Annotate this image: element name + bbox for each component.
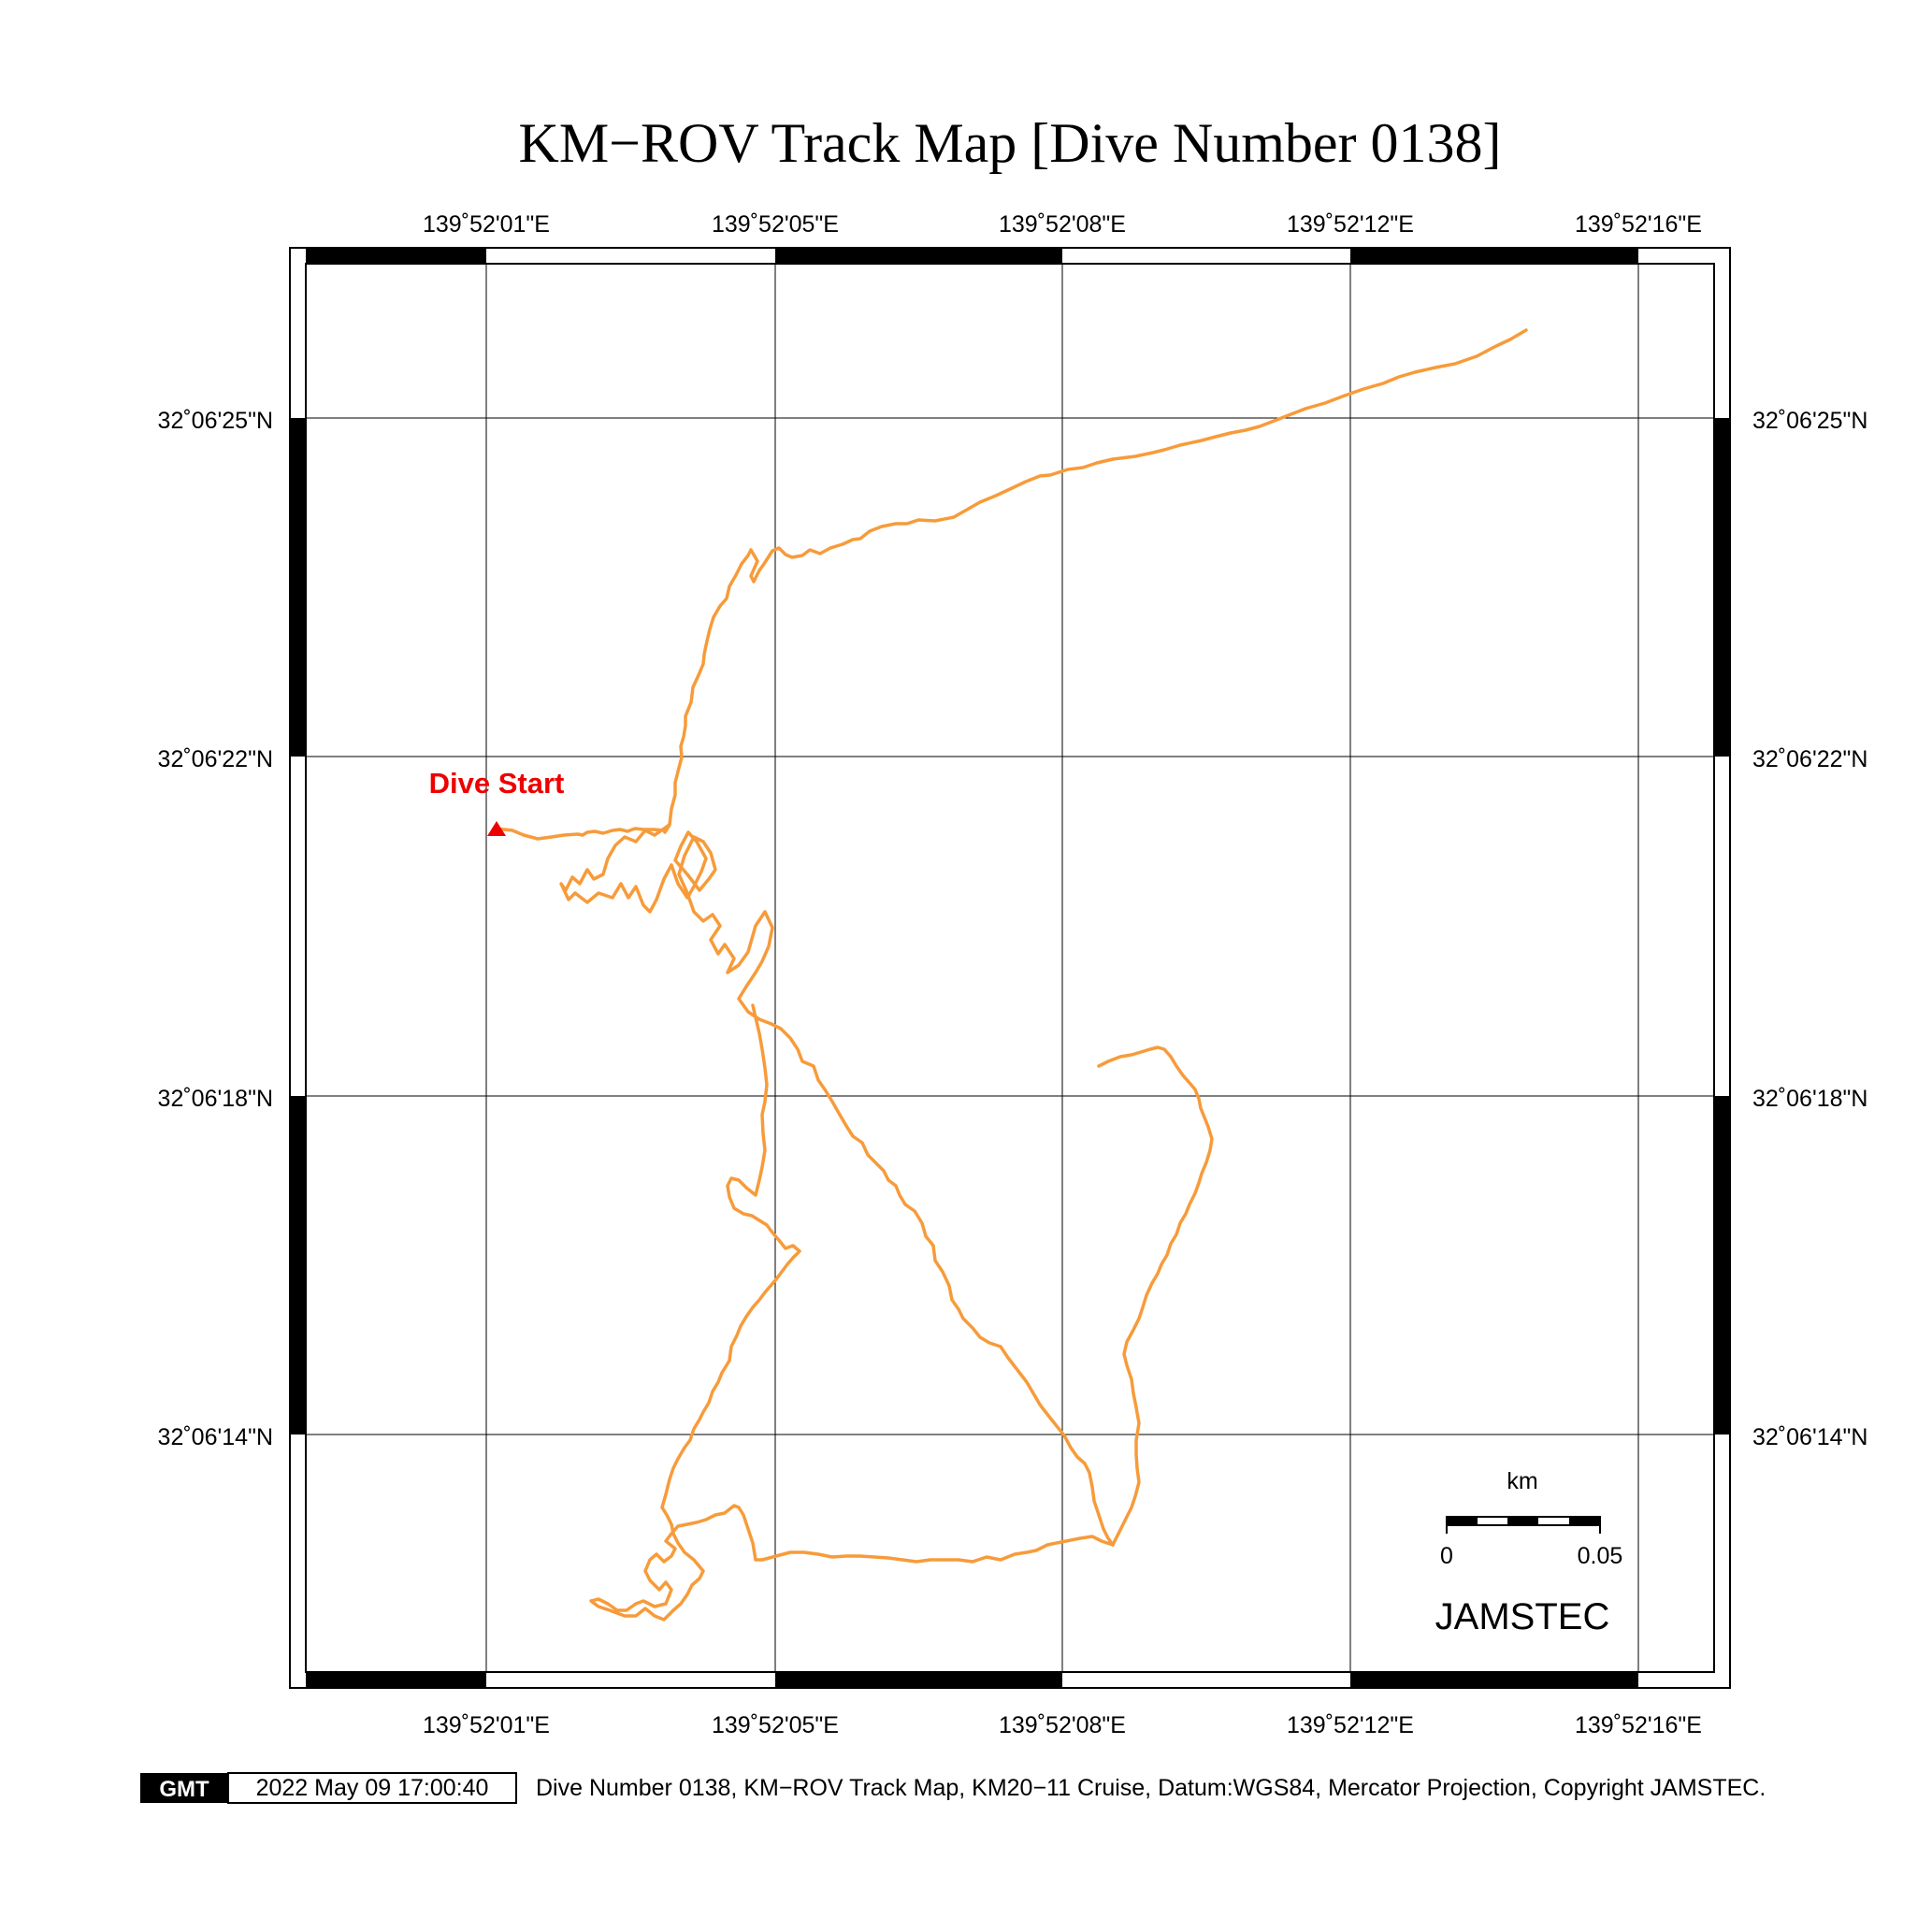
frame-bar-top [775,248,1062,264]
y-tick-label: 32˚06'25"N [158,408,273,434]
graticule [306,264,1714,1672]
rov-track-line [1097,1045,1214,1547]
y-tick-label: 32˚06'22"N [158,746,273,772]
frame-bar-left [290,418,306,757]
frame-checker-bars [290,248,1730,1688]
x-tick-label: 139˚52'08"E [999,211,1126,238]
frame-bar-right [1714,1096,1730,1435]
frame-bar-top [306,248,486,264]
x-tick-label: 139˚52'12"E [1287,211,1414,238]
y-tick-label: 32˚06'18"N [158,1086,273,1112]
bottom-tick-labels: 139˚52'01"E 139˚52'05"E 139˚52'08"E 139˚… [423,1712,1702,1738]
rov-track-line [559,823,1115,1547]
x-tick-label: 139˚52'05"E [712,1712,839,1738]
jamstec-watermark: JAMSTEC [1435,1596,1610,1637]
y-tick-label: 32˚06'25"N [1752,408,1867,434]
right-tick-labels: 32˚06'25"N 32˚06'22"N 32˚06'18"N 32˚06'1… [1752,408,1867,1450]
left-tick-labels: 32˚06'25"N 32˚06'22"N 32˚06'18"N 32˚06'1… [158,408,273,1450]
x-tick-label: 139˚52'05"E [712,211,839,238]
scale-max-label: 0.05 [1578,1543,1623,1569]
y-tick-label: 32˚06'14"N [1752,1424,1867,1450]
frame-bar-bottom [1350,1672,1638,1688]
scale-bar: km 0 0.05 [1440,1468,1622,1569]
x-tick-label: 139˚52'01"E [423,1712,550,1738]
frame-bar-top [1350,248,1638,264]
x-tick-label: 139˚52'01"E [423,211,550,238]
top-tick-labels: 139˚52'01"E 139˚52'05"E 139˚52'08"E 139˚… [423,211,1702,238]
frame-bar-right [1714,418,1730,757]
gmt-logo: GMT [159,1777,209,1802]
y-tick-label: 32˚06'14"N [158,1424,273,1450]
footer: GMT 2022 May 09 17:00:40 Dive Number 013… [140,1772,1766,1804]
scale-min-label: 0 [1440,1543,1453,1569]
rov-track-line [589,1003,1115,1622]
footer-timestamp: 2022 May 09 17:00:40 [256,1775,489,1801]
gmt-logo-box [140,1773,228,1803]
y-tick-label: 32˚06'18"N [1752,1086,1867,1112]
y-tick-label: 32˚06'22"N [1752,746,1867,772]
x-tick-label: 139˚52'16"E [1575,211,1702,238]
dive-start-label: Dive Start [429,767,565,800]
map-title: KM−ROV Track Map [Dive Number 0138] [519,112,1502,174]
x-tick-label: 139˚52'08"E [999,1712,1126,1738]
footer-caption: Dive Number 0138, KM−ROV Track Map, KM20… [536,1775,1766,1801]
frame-bar-left [290,1096,306,1435]
frame-bar-bottom [306,1672,486,1688]
dive-start-marker [487,821,506,836]
x-tick-label: 139˚52'16"E [1575,1712,1702,1738]
frame-bar-bottom [775,1672,1062,1688]
scale-unit-label: km [1507,1468,1537,1494]
x-tick-label: 139˚52'12"E [1287,1712,1414,1738]
